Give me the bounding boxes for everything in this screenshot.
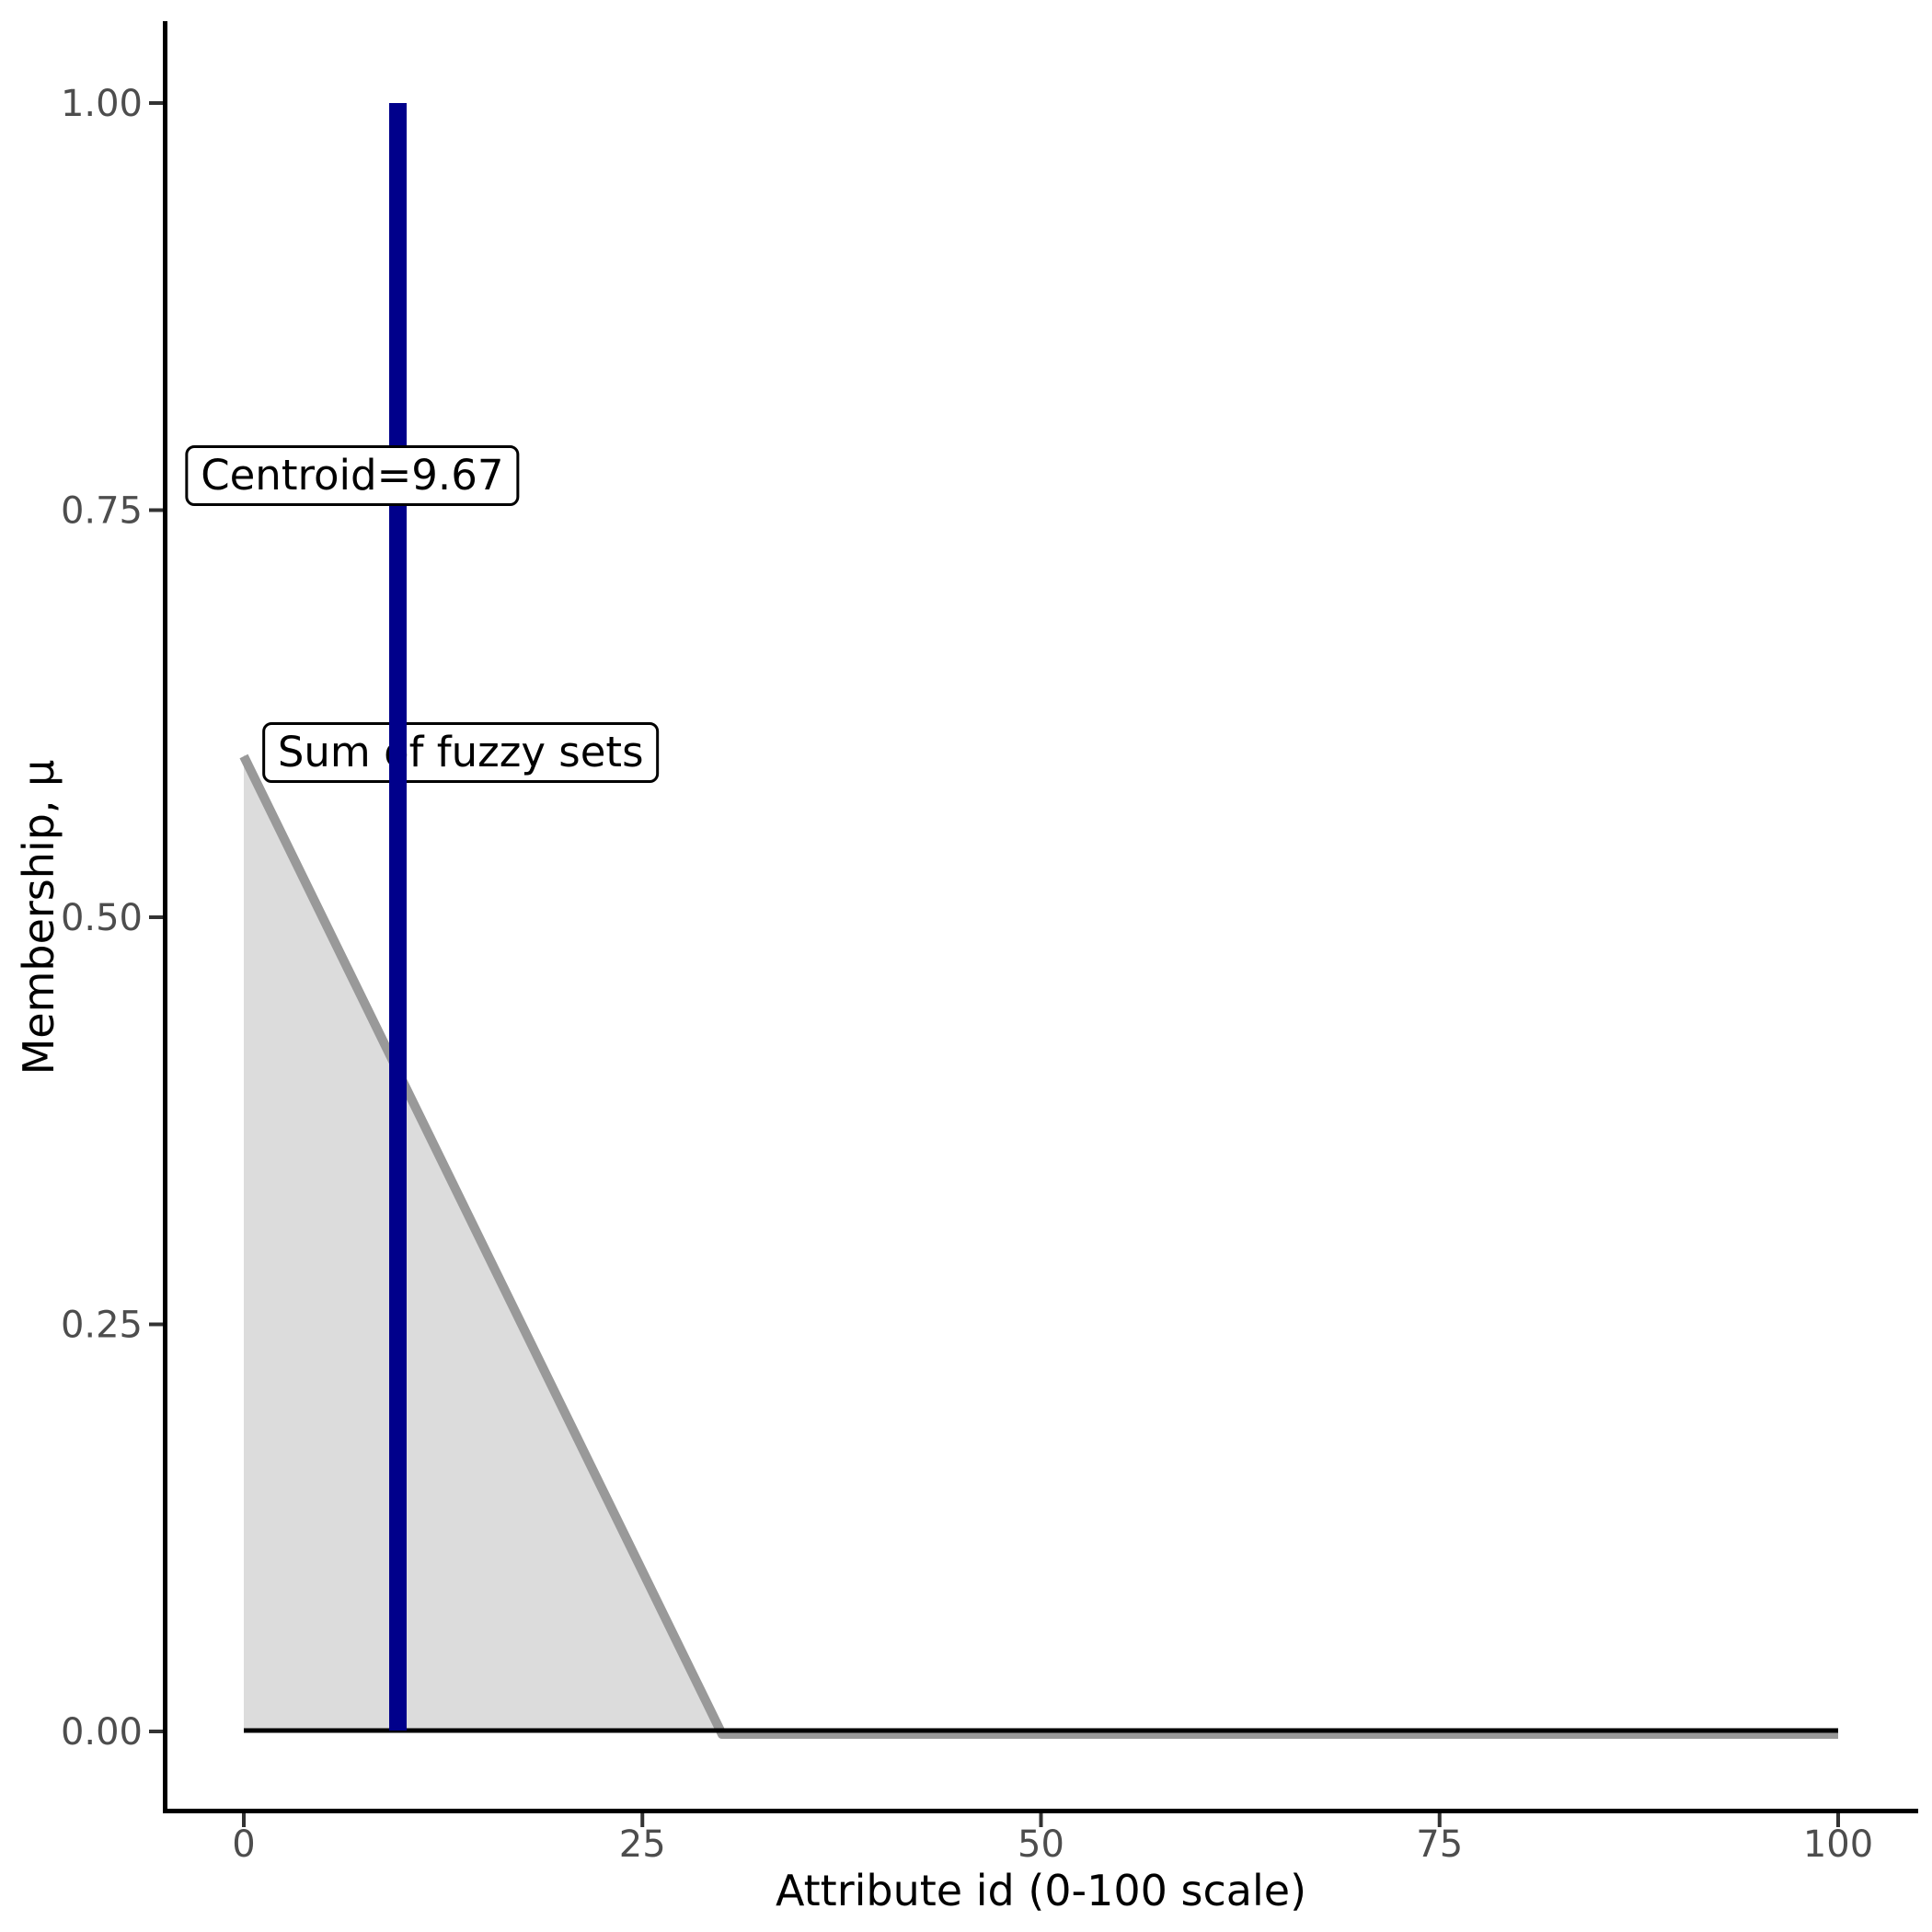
y-tick-label: 0.00 xyxy=(61,1711,143,1754)
x-tick-label: 0 xyxy=(232,1823,255,1866)
y-tick-label: 0.50 xyxy=(61,897,143,939)
y-tick-label: 0.75 xyxy=(61,490,143,533)
x-tick-label: 75 xyxy=(1416,1823,1463,1866)
x-tick-label: 100 xyxy=(1803,1823,1873,1866)
y-axis-title: Membership, μ xyxy=(14,759,63,1075)
x-axis-title: Attribute id (0-100 scale) xyxy=(775,1866,1307,1915)
x-tick-label: 25 xyxy=(619,1823,666,1866)
centroid-label: Centroid=9.67 xyxy=(185,445,520,507)
centroid-vline xyxy=(389,103,408,1731)
y-tick-label: 1.00 xyxy=(61,83,143,125)
sum-of-fuzzy-sets-label: Sum of fuzzy sets xyxy=(261,722,660,784)
x-tick-label: 50 xyxy=(1018,1823,1064,1866)
y-tick-label: 0.25 xyxy=(61,1305,143,1347)
